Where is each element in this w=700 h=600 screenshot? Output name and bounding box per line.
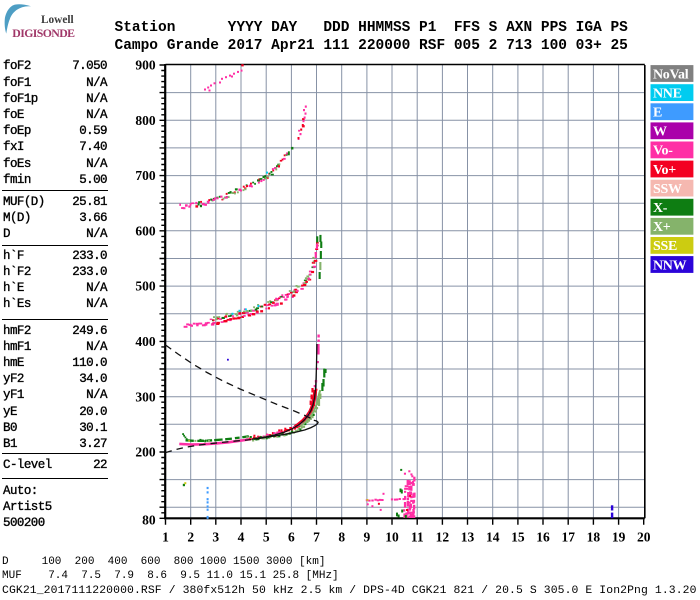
svg-text:8: 8 [338,530,345,545]
svg-text:5: 5 [263,530,270,545]
svg-text:Vo+: Vo+ [653,163,676,178]
svg-text:E: E [653,106,662,121]
svg-text:7: 7 [313,530,320,545]
svg-text:11: 11 [411,530,424,545]
svg-text:700: 700 [135,168,156,183]
svg-text:SSW: SSW [653,182,682,197]
svg-text:W: W [653,125,667,140]
svg-text:NNW: NNW [653,258,687,273]
svg-text:3: 3 [212,530,219,545]
svg-text:X-: X- [653,201,668,216]
svg-text:X+: X+ [653,220,671,235]
svg-text:NoVal: NoVal [653,67,689,82]
svg-text:10: 10 [385,530,399,545]
svg-text:17: 17 [561,530,575,545]
svg-text:500: 500 [135,279,156,294]
svg-text:13: 13 [461,530,475,545]
svg-text:9: 9 [364,530,371,545]
svg-text:NNE: NNE [653,86,682,101]
svg-text:800: 800 [135,113,156,128]
svg-text:16: 16 [536,530,550,545]
svg-text:2: 2 [187,530,194,545]
svg-text:Vo-: Vo- [653,144,673,159]
svg-text:300: 300 [135,389,156,404]
svg-text:SSE: SSE [653,239,677,254]
svg-text:15: 15 [511,530,525,545]
svg-text:18: 18 [587,530,601,545]
svg-text:80: 80 [142,513,156,528]
svg-text:4: 4 [238,530,245,545]
svg-text:1: 1 [162,530,169,545]
svg-text:19: 19 [612,530,626,545]
svg-text:20: 20 [637,530,651,545]
svg-text:6: 6 [288,530,295,545]
svg-text:900: 900 [135,58,156,73]
svg-text:14: 14 [486,530,500,545]
svg-text:400: 400 [135,334,156,349]
svg-text:12: 12 [436,530,450,545]
svg-text:600: 600 [135,223,156,238]
svg-text:200: 200 [135,445,156,460]
